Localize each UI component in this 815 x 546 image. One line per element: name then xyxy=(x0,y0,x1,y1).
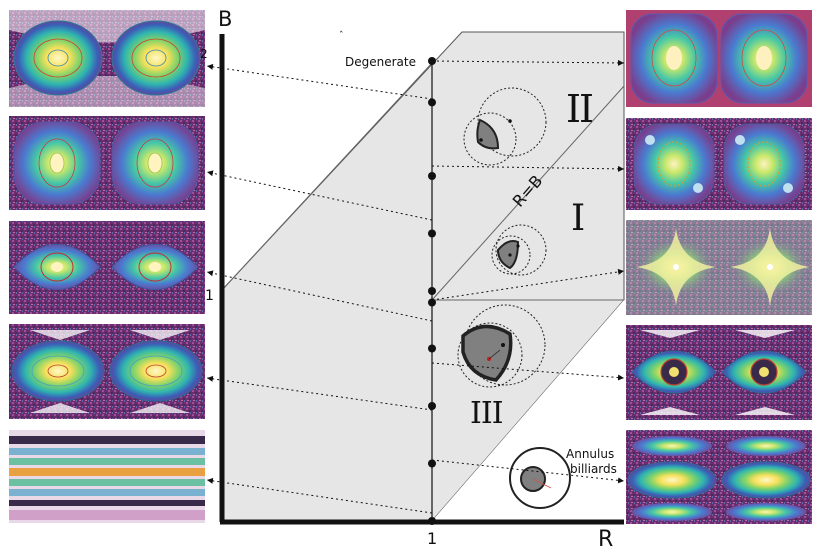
arrow-annulus-to-right-5 xyxy=(431,459,625,484)
point-7 xyxy=(428,402,436,410)
y-tick-2: 2 xyxy=(200,47,208,61)
y-tick-1: 1 xyxy=(205,288,214,304)
region-one-label: I xyxy=(571,198,585,239)
x-tick-1: 1 xyxy=(427,529,437,546)
point-6 xyxy=(428,344,436,353)
table-sketch-region-one xyxy=(491,224,547,276)
arrow-point-to-right-3 xyxy=(431,268,625,301)
region-lower-wedge xyxy=(432,300,624,521)
table-sketch-annulus xyxy=(509,447,571,509)
arrow-degenerate-to-right-1 xyxy=(431,59,625,66)
panel-left-5 xyxy=(9,430,205,523)
arrow-point-to-right-2 xyxy=(431,165,625,172)
panel-left-2 xyxy=(9,116,205,210)
panel-right-5 xyxy=(626,430,812,524)
arrow-degenerate-to-left-1 xyxy=(206,63,433,100)
panel-right-4 xyxy=(626,325,812,420)
panel-left-4 xyxy=(9,324,205,419)
annulus-label-line1: Annulus xyxy=(566,447,614,461)
arrow-point-to-right-4 xyxy=(431,362,625,381)
arrow-point-to-left-2 xyxy=(206,170,433,221)
point-3 xyxy=(428,229,436,238)
panel-right-2 xyxy=(626,118,812,210)
degenerate-label: Degenerate xyxy=(345,55,416,69)
connector-arrows xyxy=(206,59,625,514)
panel-right-3 xyxy=(626,220,812,315)
point-9 xyxy=(428,517,436,525)
region-two-label: II xyxy=(566,87,592,131)
small-caret-mark: ˆ xyxy=(339,30,344,41)
arrow-point-to-left-3 xyxy=(206,270,433,322)
point-5 xyxy=(428,298,436,307)
diagonal-line xyxy=(431,85,625,301)
panel-left-3 xyxy=(9,221,205,314)
panel-left-1 xyxy=(9,10,205,107)
table-sketch-region-two xyxy=(463,87,547,166)
table-sketch-region-three xyxy=(457,304,546,388)
x-axis-label: R xyxy=(598,527,613,546)
point-2 xyxy=(428,172,436,180)
panel-right-1 xyxy=(626,10,812,107)
region-three-label: III xyxy=(470,396,503,431)
point-1 xyxy=(428,98,436,107)
point-4 xyxy=(428,287,436,295)
region-left-edge xyxy=(221,62,433,291)
point-8 xyxy=(428,459,436,468)
y-axis-label: B xyxy=(218,7,232,31)
annulus-label-line2: billiards xyxy=(570,462,617,476)
